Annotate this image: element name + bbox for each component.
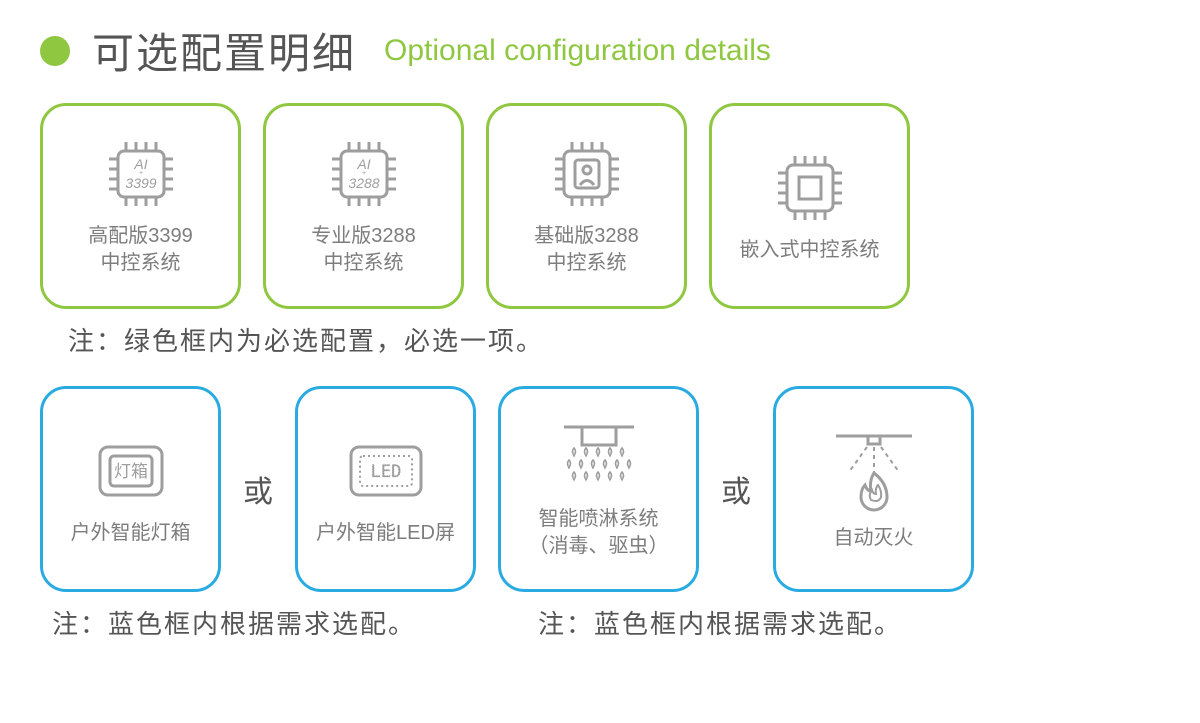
led-screen-icon: LED <box>342 432 430 510</box>
chip-icon: AI + 3399 <box>102 135 180 213</box>
svg-text:3399: 3399 <box>125 175 156 191</box>
card-label: 户外智能LED屏 <box>316 520 455 547</box>
required-options-row: AI + 3399 高配版3399 中控系统 AI + 3288 专业版3288… <box>40 103 1160 309</box>
accent-dot-icon <box>40 36 70 66</box>
header: 可选配置明细 Optional configuration details <box>40 20 1160 81</box>
lightbox-icon: 灯箱 <box>90 432 172 510</box>
card-label: 户外智能灯箱 <box>71 520 191 547</box>
chip-icon: AI + 3288 <box>325 135 403 213</box>
option-card-spray: 智能喷淋系统 （消毒、驱虫） <box>498 386 699 592</box>
optional-notes: 注：蓝色框内根据需求选配。 注：蓝色框内根据需求选配。 <box>40 604 1160 641</box>
svg-text:3288: 3288 <box>348 175 379 191</box>
note-required: 注：绿色框内为必选配置，必选一项。 <box>68 321 1160 358</box>
card-label: 基础版3288 中控系统 <box>534 223 639 277</box>
card-label: 嵌入式中控系统 <box>740 237 880 264</box>
option-card-3399: AI + 3399 高配版3399 中控系统 <box>40 103 241 309</box>
spray-icon <box>554 418 644 496</box>
title-en: Optional configuration details <box>384 34 771 68</box>
option-card-3288-pro: AI + 3288 专业版3288 中控系统 <box>263 103 464 309</box>
option-card-3288-basic: 基础版3288 中控系统 <box>486 103 687 309</box>
card-label: 高配版3399 中控系统 <box>88 223 193 277</box>
chip-person-icon <box>548 135 626 213</box>
option-card-fire: 自动灭火 <box>773 386 974 592</box>
option-card-lightbox: 灯箱 户外智能灯箱 <box>40 386 221 592</box>
optional-options-row: 灯箱 户外智能灯箱 或 LED 户外智能LED屏 智 <box>40 386 1160 592</box>
svg-text:灯箱: 灯箱 <box>114 462 148 481</box>
note-optional-left: 注：蓝色框内根据需求选配。 <box>52 604 416 641</box>
title-cn: 可选配置明细 <box>92 20 356 81</box>
or-separator: 或 <box>243 467 273 511</box>
option-card-embedded: 嵌入式中控系统 <box>709 103 910 309</box>
card-label: 自动灭火 <box>834 525 914 552</box>
svg-text:LED: LED <box>370 462 401 482</box>
card-label: 专业版3288 中控系统 <box>311 223 416 277</box>
or-separator: 或 <box>721 467 751 511</box>
option-card-led: LED 户外智能LED屏 <box>295 386 476 592</box>
fire-sprinkler-icon <box>824 427 924 515</box>
chip-square-icon <box>771 149 849 227</box>
card-label: 智能喷淋系统 （消毒、驱虫） <box>529 506 669 560</box>
note-optional-right: 注：蓝色框内根据需求选配。 <box>538 604 902 641</box>
